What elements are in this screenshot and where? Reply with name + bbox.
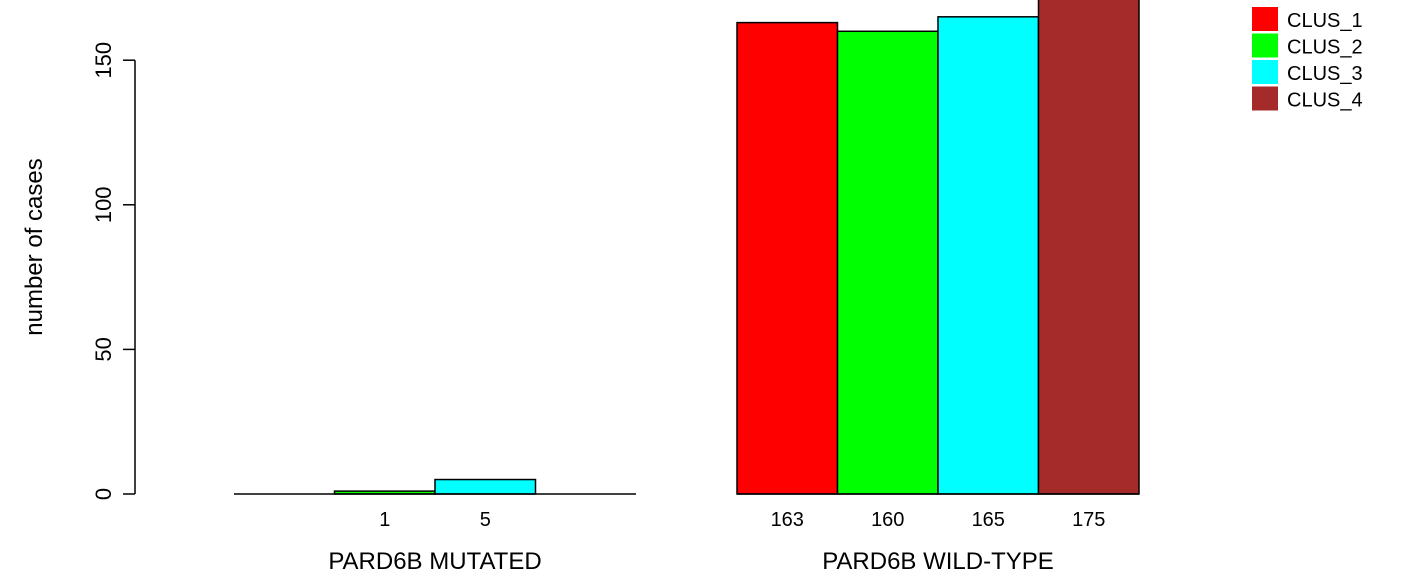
bar-count-label: 5 bbox=[480, 509, 491, 531]
y-tick-label: 100 bbox=[91, 186, 116, 223]
bar-clus-1 bbox=[736, 21, 839, 495]
bar-group: 1 5 PARD6B MUTATED bbox=[234, 478, 636, 575]
legend-swatch bbox=[1252, 33, 1278, 58]
group-label: PARD6B WILD-TYPE bbox=[822, 548, 1054, 575]
legend-label: CLUS_3 bbox=[1287, 63, 1363, 85]
legend-label: CLUS_2 bbox=[1287, 37, 1363, 59]
y-tick-label: 50 bbox=[91, 337, 116, 361]
plot-area: 1 5 PARD6B MUTATED 163 160 165 175 PARD6B WILD-… bbox=[234, 0, 1140, 575]
y-tick-label: 0 bbox=[91, 488, 116, 500]
bar-count-label: 163 bbox=[771, 509, 804, 531]
y-axis-title: number of cases bbox=[21, 158, 48, 335]
bar-group: 163 160 165 175 PARD6B WILD-TYPE bbox=[736, 0, 1140, 575]
legend: CLUS_1 CLUS_2 CLUS_3 CLUS_4 bbox=[1252, 7, 1363, 112]
y-tick-label: 150 bbox=[91, 42, 116, 79]
bar-count-label: 160 bbox=[871, 509, 904, 531]
legend-swatch bbox=[1252, 60, 1278, 84]
bar-count-label: 165 bbox=[972, 509, 1005, 531]
bar-clus-3 bbox=[937, 16, 1040, 495]
bar-count-label: 1 bbox=[379, 509, 390, 531]
bar-clus-4 bbox=[1037, 0, 1140, 495]
legend-swatch bbox=[1252, 86, 1278, 111]
bar-clus-3 bbox=[434, 478, 537, 495]
legend-label: CLUS_1 bbox=[1287, 10, 1363, 32]
legend-label: CLUS_4 bbox=[1287, 90, 1363, 112]
bar-count-label: 175 bbox=[1072, 509, 1105, 531]
y-axis: 0 50 100 150 bbox=[91, 42, 136, 500]
legend-swatch bbox=[1252, 7, 1278, 31]
bar-clus-2 bbox=[836, 30, 939, 495]
group-label: PARD6B MUTATED bbox=[328, 548, 541, 575]
